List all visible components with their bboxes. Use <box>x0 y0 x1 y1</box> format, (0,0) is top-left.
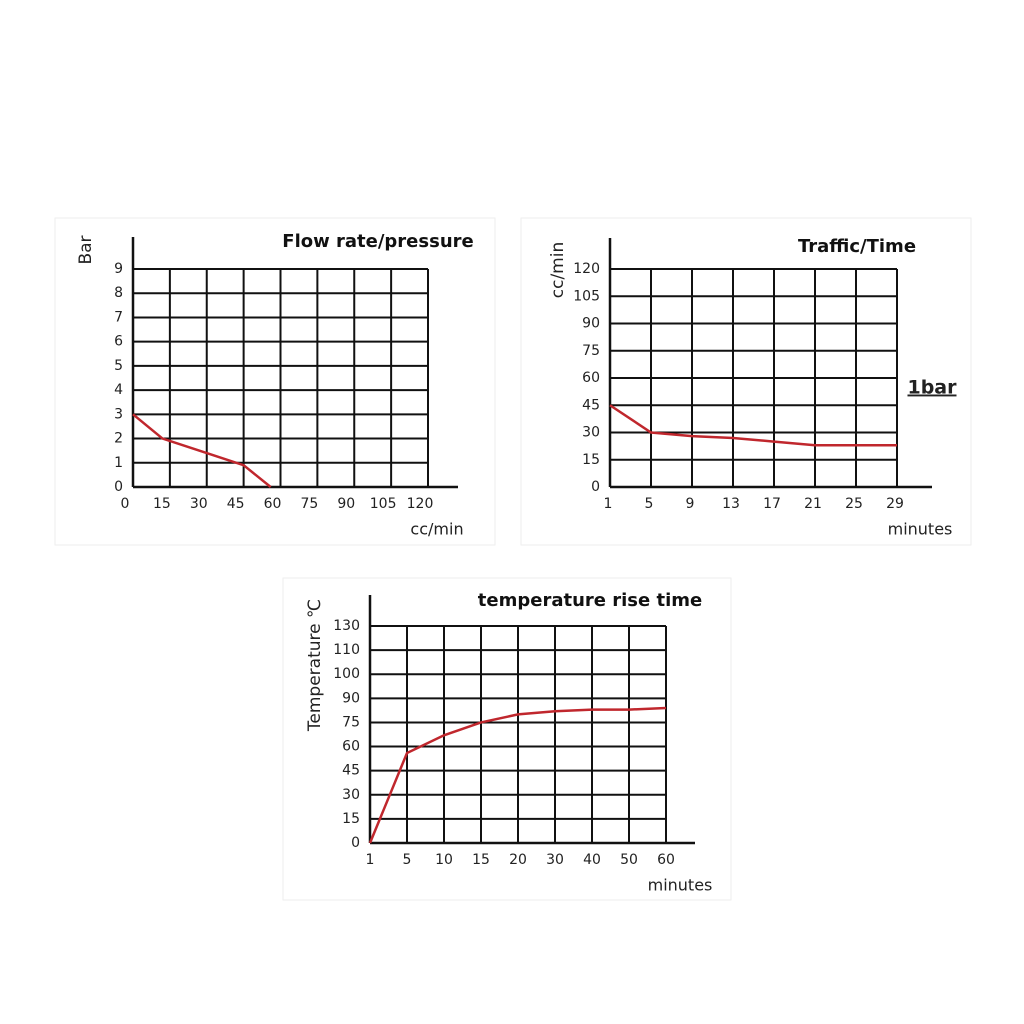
panel <box>282 577 732 901</box>
y-tick-label: 9 <box>114 261 123 277</box>
x-tick-label: 10 <box>435 852 453 868</box>
y-tick-label: 7 <box>114 309 123 325</box>
data-line <box>132 413 272 488</box>
y-tick-label: 105 <box>573 288 600 304</box>
x-tick-label: 25 <box>845 496 863 512</box>
x-tick-label: 90 <box>337 496 355 512</box>
x-tick-label: 5 <box>403 852 412 868</box>
y-tick-label: 4 <box>114 382 123 398</box>
y-tick-label: 45 <box>342 763 360 779</box>
x-tick-label: 5 <box>645 496 654 512</box>
x-axis-label: cc/min <box>410 520 463 539</box>
y-tick-label: 15 <box>582 452 600 468</box>
y-tick-label: 120 <box>573 261 600 277</box>
x-tick-label: 120 <box>407 496 434 512</box>
y-tick-label: 130 <box>333 618 360 634</box>
y-tick-label: 45 <box>582 397 600 413</box>
y-tick-label: 1 <box>114 455 123 471</box>
x-tick-label: 60 <box>264 496 282 512</box>
y-tick-label: 30 <box>342 787 360 803</box>
y-tick-label: 75 <box>582 343 600 359</box>
x-tick-label: 30 <box>546 852 564 868</box>
x-tick-label: 21 <box>804 496 822 512</box>
y-tick-label: 8 <box>114 285 123 301</box>
x-tick-label: 20 <box>509 852 527 868</box>
x-tick-label: 1 <box>604 496 613 512</box>
y-axis-label: Bar <box>76 235 96 264</box>
y-tick-label: 6 <box>114 334 123 350</box>
y-tick-label: 75 <box>342 714 360 730</box>
x-axis-label: minutes <box>888 520 953 539</box>
y-tick-label: 5 <box>114 358 123 374</box>
x-tick-label: 13 <box>722 496 740 512</box>
y-tick-label: 100 <box>333 666 360 682</box>
panel <box>54 217 496 546</box>
y-tick-label: 90 <box>582 316 600 332</box>
y-tick-label: 3 <box>114 406 123 422</box>
x-tick-label: 45 <box>227 496 245 512</box>
x-tick-label: 1 <box>366 852 375 868</box>
annotation: 1bar <box>907 377 957 399</box>
x-tick-label: 60 <box>657 852 675 868</box>
x-tick-label: 30 <box>190 496 208 512</box>
y-axis-label: cc/min <box>548 242 568 298</box>
y-axis-label: Temperature ℃ <box>305 599 325 732</box>
x-tick-label: 9 <box>686 496 695 512</box>
chart-title: Flow rate/pressure <box>282 231 473 252</box>
y-tick-label: 2 <box>114 431 123 447</box>
y-tick-label: 60 <box>342 739 360 755</box>
y-tick-label: 110 <box>333 642 360 658</box>
x-tick-label: 15 <box>153 496 171 512</box>
chart-title: Traffic/Time <box>798 236 916 257</box>
y-tick-label: 0 <box>114 479 123 495</box>
y-tick-label: 0 <box>351 835 360 851</box>
x-tick-label: 29 <box>886 496 904 512</box>
chart-title: temperature rise time <box>478 590 702 611</box>
x-axis-label: minutes <box>648 876 713 895</box>
x-tick-label: 50 <box>620 852 638 868</box>
data-line <box>368 706 667 844</box>
y-tick-label: 30 <box>582 425 600 441</box>
y-tick-label: 90 <box>342 690 360 706</box>
y-tick-label: 60 <box>582 370 600 386</box>
x-tick-label: 105 <box>370 496 397 512</box>
x-tick-label: 15 <box>472 852 490 868</box>
y-tick-label: 0 <box>591 479 600 495</box>
x-tick-label: 75 <box>300 496 318 512</box>
x-tick-label: 40 <box>583 852 601 868</box>
x-tick-label: 0 <box>121 496 130 512</box>
y-tick-label: 15 <box>342 811 360 827</box>
data-line <box>609 404 897 447</box>
x-tick-label: 17 <box>763 496 781 512</box>
